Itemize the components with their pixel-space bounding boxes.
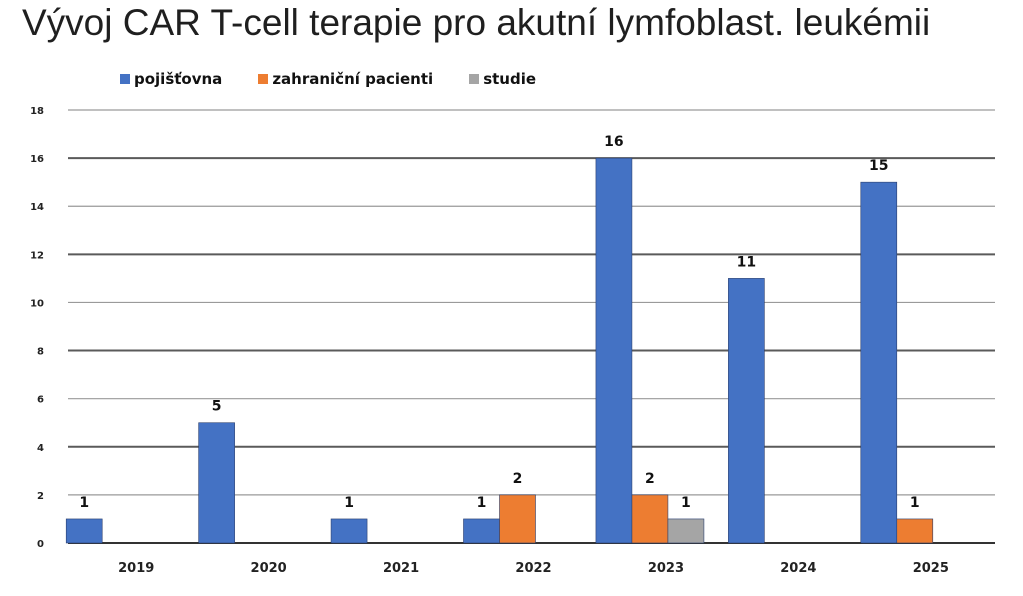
data-label: 1 — [79, 495, 89, 511]
data-label: 2 — [513, 471, 523, 487]
y-tick-label: 14 — [30, 202, 44, 213]
y-tick-label: 8 — [37, 347, 44, 358]
x-tick-label: 2021 — [383, 561, 419, 576]
data-label: 15 — [869, 158, 888, 174]
data-label: 1 — [910, 495, 920, 511]
data-label: 1 — [344, 495, 354, 511]
x-tick-label: 2024 — [780, 561, 816, 576]
x-tick-label: 2025 — [913, 561, 949, 576]
y-tick-label: 18 — [30, 106, 44, 117]
chart-title: Vývoj CAR T-cell terapie pro akutní lymf… — [22, 2, 931, 43]
legend-label-zahranicni-pacienti: zahraniční pacienti — [272, 70, 434, 88]
x-tick-label: 2023 — [648, 561, 684, 576]
y-tick-label: 12 — [30, 250, 44, 261]
y-tick-label: 4 — [37, 443, 44, 454]
legend: pojišťovna zahraniční pacienti studie — [120, 70, 572, 88]
x-tick-label: 2022 — [515, 561, 551, 576]
data-label: 5 — [212, 399, 222, 415]
bar — [728, 278, 765, 544]
legend-swatch-studie — [469, 74, 480, 84]
data-label: 1 — [681, 495, 691, 511]
bar — [631, 494, 669, 544]
legend-item-pojistovna: pojišťovna — [120, 70, 222, 88]
bar — [463, 518, 500, 544]
legend-item-zahranicni-pacienti: zahraniční pacienti — [258, 70, 433, 88]
legend-label-studie: studie — [483, 70, 537, 88]
bar — [198, 422, 235, 544]
bar — [595, 157, 633, 544]
legend-swatch-pojistovna — [120, 74, 130, 84]
x-tick-label: 2020 — [251, 561, 287, 576]
bar — [860, 181, 898, 544]
y-tick-label: 6 — [37, 395, 44, 406]
data-label: 2 — [645, 471, 655, 487]
y-tick-label: 0 — [37, 539, 44, 550]
bar — [65, 518, 103, 544]
legend-label-pojistovna: pojišťovna — [134, 70, 223, 88]
legend-item-studie: studie — [469, 70, 536, 88]
x-tick-label: 2019 — [118, 561, 154, 576]
data-label: 11 — [737, 254, 756, 270]
bar — [667, 518, 705, 544]
bar — [499, 494, 536, 544]
data-label: 16 — [604, 134, 623, 150]
data-label: 1 — [477, 495, 487, 511]
legend-swatch-zahranicni-pacienti — [258, 74, 269, 84]
y-tick-label: 10 — [30, 298, 44, 309]
y-tick-label: 16 — [30, 154, 44, 165]
y-tick-label: 2 — [37, 491, 44, 502]
bar — [896, 518, 934, 544]
bar — [330, 518, 368, 544]
